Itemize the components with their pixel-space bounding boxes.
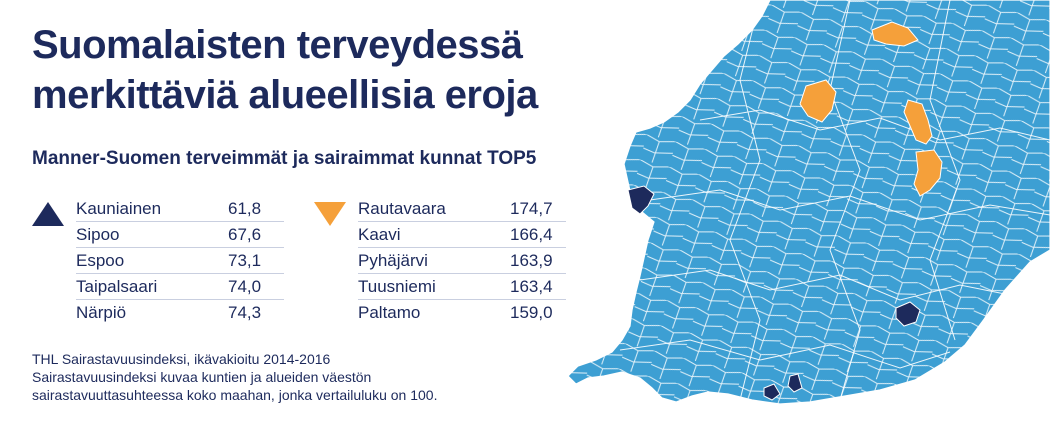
municipality-name: Kauniainen bbox=[76, 199, 162, 218]
table-row: Pyhäjärvi 163,9 bbox=[358, 248, 566, 274]
table-row: Kauniainen 61,8 bbox=[76, 196, 284, 222]
table-row: Rautavaara 174,7 bbox=[358, 196, 566, 222]
footnote-line-description: Sairastavuusindeksi kuvaa kuntien ja alu… bbox=[32, 369, 372, 385]
healthiest-rows: Kauniainen 61,8 Sipoo 67,6 Espoo 73,1 Ta… bbox=[76, 196, 284, 325]
navy-triangle-up-icon bbox=[32, 202, 64, 226]
table-row: Espoo 73,1 bbox=[76, 248, 284, 274]
sickest-rows: Rautavaara 174,7 Kaavi 166,4 Pyhäjärvi 1… bbox=[358, 196, 566, 325]
index-value: 166,4 bbox=[510, 225, 553, 244]
paltamo-area bbox=[871, 21, 919, 47]
taipalsaari-area bbox=[895, 301, 921, 327]
municipality-name: Paltamo bbox=[358, 303, 421, 322]
table-row: Paltamo 159,0 bbox=[358, 300, 566, 325]
municipality-name: Sipoo bbox=[76, 225, 120, 244]
table-row: Närpiö 74,3 bbox=[76, 300, 284, 325]
finland-outline bbox=[567, 0, 1050, 405]
sipoo-area bbox=[787, 373, 803, 393]
municipality-name: Kaavi bbox=[358, 225, 401, 244]
index-value: 61,8 bbox=[228, 199, 262, 218]
finland-landmass bbox=[567, 0, 1050, 405]
municipality-name: Taipalsaari bbox=[76, 277, 158, 296]
municipality-name: Espoo bbox=[76, 251, 125, 270]
index-value: 174,7 bbox=[510, 199, 553, 218]
footnote-line-source: THL Sairastavuusindeksi, ikävakioitu 201… bbox=[32, 351, 331, 367]
index-value: 74,0 bbox=[228, 277, 262, 296]
index-value: 74,3 bbox=[228, 303, 262, 322]
pyhajarvi-area bbox=[799, 79, 837, 123]
municipality-name: Pyhäjärvi bbox=[358, 251, 428, 270]
table-row: Sipoo 67,6 bbox=[76, 222, 284, 248]
footnote-line-description-cont: sairastavuuttasuhteessa koko maahan, jon… bbox=[32, 387, 438, 403]
narpio-area bbox=[627, 185, 655, 215]
municipality-name: Tuusniemi bbox=[358, 277, 436, 296]
table-row: Taipalsaari 74,0 bbox=[76, 274, 284, 300]
espoo-area bbox=[763, 383, 781, 401]
footnote: THL Sairastavuusindeksi, ikävakioitu 201… bbox=[32, 350, 572, 404]
table-row: Kaavi 166,4 bbox=[358, 222, 566, 248]
rautavaara-area bbox=[903, 99, 933, 145]
orange-triangle-down-icon bbox=[314, 202, 346, 226]
index-value: 73,1 bbox=[228, 251, 262, 270]
municipality-name: Närpiö bbox=[76, 303, 127, 322]
index-value: 159,0 bbox=[510, 303, 553, 322]
index-value: 67,6 bbox=[228, 225, 262, 244]
index-value: 163,4 bbox=[510, 277, 553, 296]
kaavi-area bbox=[913, 149, 943, 197]
page-subtitle: Manner-Suomen terveimmät ja sairaimmat k… bbox=[32, 148, 537, 169]
table-row: Tuusniemi 163,4 bbox=[358, 274, 566, 300]
index-value: 163,9 bbox=[510, 251, 553, 270]
municipality-name: Rautavaara bbox=[358, 199, 446, 218]
municipality-borders bbox=[619, 0, 1050, 401]
page-title: Suomalaisten terveydessä merkittäviä alu… bbox=[32, 23, 538, 117]
